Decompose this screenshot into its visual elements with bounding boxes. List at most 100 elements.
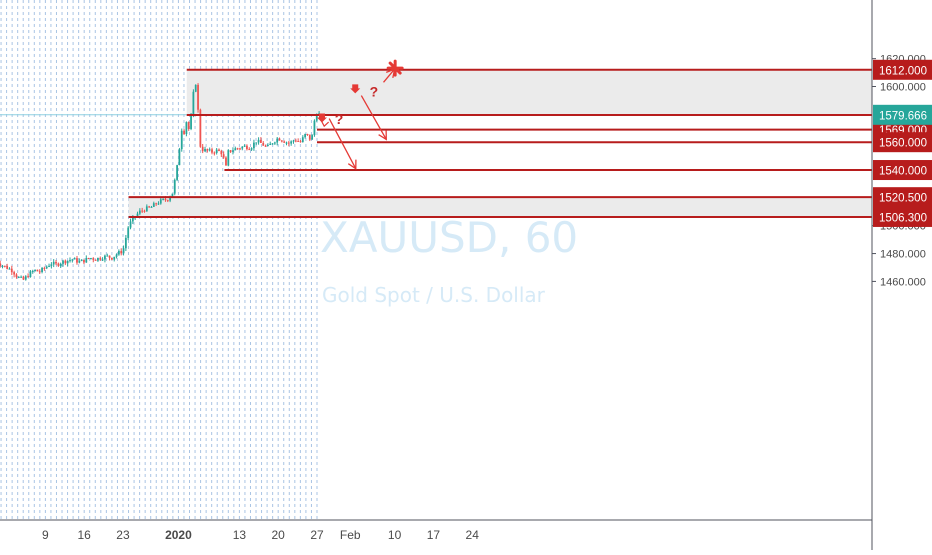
price-level-tag-bg [873,132,932,153]
candle-body [253,142,255,149]
candle-body [292,140,295,142]
annotation-question: ? [335,111,344,127]
candle-body [164,198,167,201]
candle-body [241,146,244,149]
candle-body [243,145,246,147]
down-marker-icon [316,113,327,123]
candle-body [218,149,220,151]
price-level-tag-bg [873,187,932,208]
candle-body [211,149,213,153]
x-tick-label: Feb [340,528,361,542]
candle-body [180,130,183,150]
zone-rect[interactable] [128,197,873,217]
candle-body [257,139,260,143]
candle-body [15,274,18,278]
candle-body [43,267,46,269]
candle-body [108,255,111,258]
price-level-tag: 1540.000 [879,166,927,178]
candle-body [266,144,269,147]
candle-body [194,84,197,92]
y-tick-label: 1600.000 [880,82,926,94]
candle-body [269,143,272,145]
current-price-tag-bg [873,104,932,125]
candle-body [150,206,153,208]
candle-body [313,120,316,136]
candle-body [111,257,113,260]
candle-body [297,140,300,142]
candle-body [159,199,162,204]
candle-body [80,259,83,262]
candle-body [48,265,50,267]
candle-body [213,152,216,154]
candle-body [192,91,195,116]
candle-body [71,259,74,261]
candle-body [57,263,60,266]
x-tick-label: 20 [272,528,286,542]
candle-body [22,276,25,280]
zigzag-mark [319,117,330,128]
down-marker-icon [350,84,361,94]
candle-body [31,270,34,272]
candle-body [187,122,190,129]
candle-body [124,237,127,249]
candle-body [85,257,88,263]
candle-body [97,257,99,261]
projection-arrow[interactable] [360,95,387,140]
candle-body [83,259,85,263]
candle-body [208,149,211,151]
candle-body [199,109,202,147]
candle-body [178,149,181,166]
drawings[interactable]: ?? [316,59,404,170]
candle-body [273,142,276,144]
candle-body [69,260,71,262]
x-tick-label: 23 [116,528,130,542]
candle-body [0,263,2,266]
candle-body [6,265,9,269]
price-levels[interactable] [128,68,872,218]
candle-body [113,256,116,260]
candle-body [271,143,274,145]
candle-body [255,142,258,144]
candle-body [294,140,297,142]
candle-body [204,148,206,152]
x-tick-label: 10 [388,528,402,542]
candle-body [225,157,227,166]
candle-body [315,115,318,121]
candle-body [122,248,125,254]
price-level-tag: 1560.000 [879,138,927,150]
candle-body [276,138,279,143]
zone-rect[interactable] [186,69,872,116]
candle-body [106,255,109,257]
candle-body [190,115,192,129]
candle-body [59,263,62,266]
candle-body [304,133,307,138]
candle-body [99,257,102,260]
x-tick-label: 17 [427,528,441,542]
y-tick-label: 1460.000 [880,276,926,288]
candle-body [73,258,76,260]
candle-body [185,122,188,135]
candle-body [311,135,314,140]
candle-body [278,138,281,141]
y-tick-label: 1480.000 [880,249,926,261]
x-tick-label: 24 [466,528,480,542]
target-star-icon [386,59,404,77]
candle-body [27,276,29,278]
candle-body [183,130,185,135]
candle-body [215,149,218,153]
x-tick-label: 13 [233,528,247,542]
price-axis-bg [872,0,932,550]
candles [0,83,321,281]
candle-body [283,141,286,143]
projection-arrow[interactable] [383,68,396,83]
candle-body [55,261,57,264]
projection-arrow[interactable] [328,118,357,169]
candle-body [173,179,176,194]
candle-body [176,165,178,180]
annotation-question: ? [370,83,379,99]
price-level-tag-bg [873,59,932,80]
candle-body [145,206,148,212]
candle-body [250,148,253,150]
